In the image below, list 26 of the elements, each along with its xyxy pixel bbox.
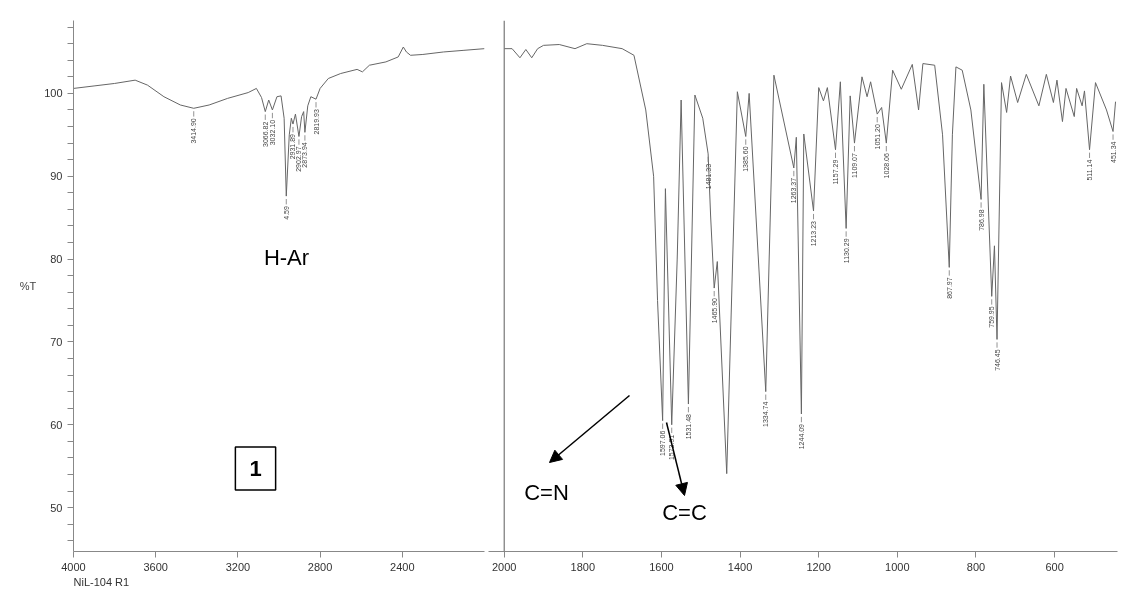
- x-tick-label: 3600: [143, 560, 168, 573]
- y-tick-label: 50: [50, 501, 63, 514]
- line-series: [73, 46, 485, 197]
- y-tick-label: 90: [50, 170, 63, 183]
- y-axis-title: %T: [19, 280, 37, 292]
- x-tick-label: 2000: [491, 560, 517, 573]
- y-tick-label: 80: [50, 253, 63, 266]
- x-tick-label: 600: [1045, 560, 1064, 573]
- x-tick-label: 2800: [307, 560, 333, 573]
- x-tick-label: 1000: [885, 560, 910, 573]
- annotation: C=C: [662, 500, 707, 525]
- annotation: C=N: [524, 480, 569, 505]
- x-tick-label: 1600: [649, 560, 674, 573]
- y-tick-label: 60: [50, 418, 63, 431]
- x-tick-label: 1400: [727, 560, 753, 573]
- x-tick-label: 4000: [61, 560, 86, 573]
- x-tick-label: 2400: [390, 560, 415, 573]
- x-tick-label: 1800: [570, 560, 596, 573]
- annotation: H-Ar: [263, 245, 310, 270]
- y-tick-label: 70: [50, 335, 63, 348]
- annotation: 1: [249, 456, 262, 481]
- x-tick-label: 3200: [225, 560, 251, 573]
- x-tick-label: 800: [966, 560, 986, 573]
- text: NiL-104 R1: [73, 575, 130, 588]
- x-tick-label: 1200: [806, 560, 831, 573]
- y-tick-label: 100: [44, 87, 63, 100]
